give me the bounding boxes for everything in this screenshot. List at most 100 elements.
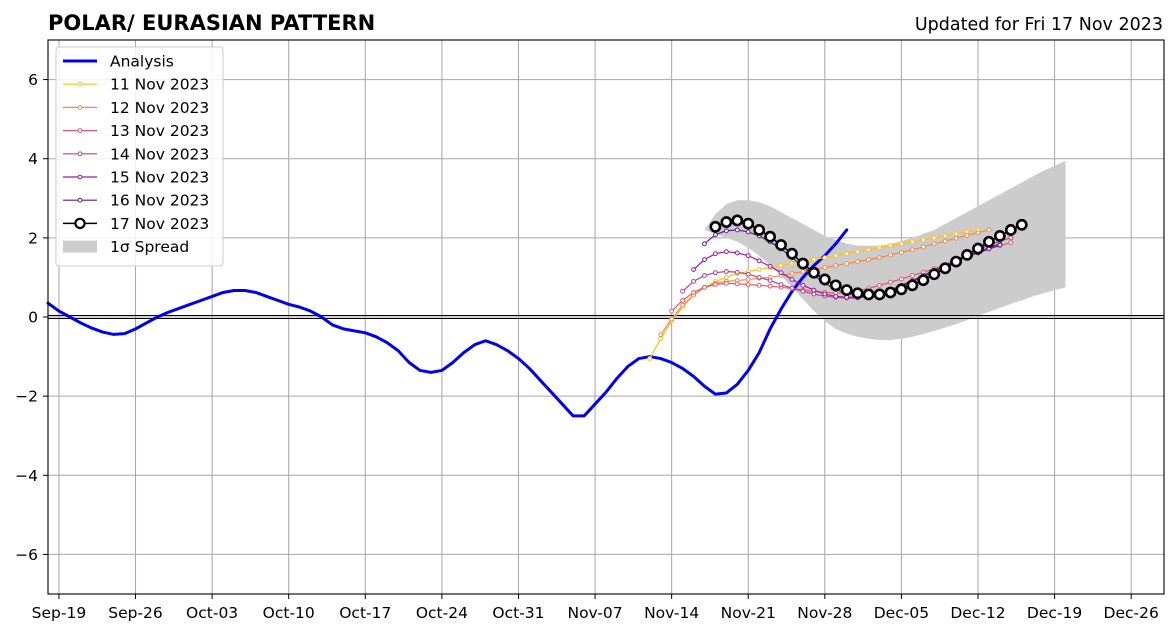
y-tick-label-0: −6 xyxy=(15,546,38,564)
forecast-point-12-nov-2023 xyxy=(909,247,915,253)
y-tick-label-2: −2 xyxy=(15,388,38,406)
forecast-point-12-nov-2023 xyxy=(822,265,828,270)
forecast-point-15-nov-2023 xyxy=(756,258,762,264)
forecast-point-17-nov-2023 xyxy=(917,274,930,287)
forecast-point-16-nov-2023 xyxy=(745,229,751,235)
x-tick-label-oct-10: Oct-10 xyxy=(263,604,315,622)
forecast-point-16-nov-2023 xyxy=(997,242,1003,248)
legend-swatch-marker-17-nov-2023 xyxy=(74,217,86,230)
forecast-point-14-nov-2023 xyxy=(1008,235,1014,241)
x-tick-label-sep-19: Sep-19 xyxy=(32,604,87,622)
forecast-point-17-nov-2023 xyxy=(786,247,798,260)
forecast-point-17-nov-2023 xyxy=(720,216,733,228)
forecast-point-12-nov-2023 xyxy=(888,252,893,258)
x-tick-label-nov-14: Nov-14 xyxy=(644,604,699,622)
forecast-point-13-nov-2023 xyxy=(1008,240,1014,246)
forecast-point-13-nov-2023 xyxy=(723,280,729,286)
x-tick-label-dec-05: Dec-05 xyxy=(874,604,929,622)
forecast-point-17-nov-2023 xyxy=(753,224,766,236)
forecast-point-12-nov-2023 xyxy=(986,227,992,233)
forecast-point-12-nov-2023 xyxy=(680,302,685,308)
forecast-point-15-nov-2023 xyxy=(745,253,751,259)
forecast-point-15-nov-2023 xyxy=(811,287,817,293)
forecast-point-17-nov-2023 xyxy=(939,262,952,275)
forecast-point-15-nov-2023 xyxy=(691,267,696,272)
legend-label-11-nov-2023: 11 Nov 2023 xyxy=(110,76,209,94)
forecast-point-12-nov-2023 xyxy=(953,235,959,241)
forecast-point-17-nov-2023 xyxy=(1015,218,1028,231)
chart-title: POLAR/ EURASIAN PATTERN xyxy=(48,11,375,35)
forecast-point-12-nov-2023 xyxy=(975,230,981,236)
forecast-point-14-nov-2023 xyxy=(745,271,751,277)
forecast-point-11-nov-2023 xyxy=(953,231,959,237)
forecast-point-14-nov-2023 xyxy=(680,288,685,294)
legend-swatch-marker-12-nov-2023 xyxy=(77,105,83,110)
forecast-point-12-nov-2023 xyxy=(669,316,675,322)
forecast-point-13-nov-2023 xyxy=(877,282,882,288)
forecast-point-11-nov-2023 xyxy=(723,275,729,280)
forecast-point-12-nov-2023 xyxy=(899,250,904,255)
forecast-point-15-nov-2023 xyxy=(833,294,839,299)
analysis-line xyxy=(46,228,849,418)
chart-subtitle: Updated for Fri 17 Nov 2023 xyxy=(915,15,1163,35)
forecast-point-12-nov-2023 xyxy=(789,271,795,276)
forecast-point-11-nov-2023 xyxy=(877,245,882,251)
forecast-point-13-nov-2023 xyxy=(702,284,707,290)
forecast-point-12-nov-2023 xyxy=(844,261,850,266)
y-tick-label-4: 2 xyxy=(28,229,38,247)
forecast-series-17-nov-2023 xyxy=(709,214,1028,301)
legend-label-14-nov-2023: 14 Nov 2023 xyxy=(110,145,209,163)
forecast-point-12-nov-2023 xyxy=(855,259,861,265)
forecast-point-11-nov-2023 xyxy=(844,251,850,257)
forecast-point-11-nov-2023 xyxy=(866,247,871,253)
forecast-point-13-nov-2023 xyxy=(680,297,685,303)
legend-label-1-spread: 1σ Spread xyxy=(110,238,189,256)
forecast-point-15-nov-2023 xyxy=(734,250,740,256)
spread-band xyxy=(704,160,1066,340)
legend-label-15-nov-2023: 15 Nov 2023 xyxy=(110,169,209,187)
forecast-point-16-nov-2023 xyxy=(734,227,740,233)
forecast-point-15-nov-2023 xyxy=(723,249,729,255)
y-tick-label-5: 4 xyxy=(28,150,38,168)
forecast-point-13-nov-2023 xyxy=(888,279,893,285)
x-tick-label-oct-24: Oct-24 xyxy=(416,604,468,622)
forecast-point-13-nov-2023 xyxy=(745,282,751,287)
forecast-point-11-nov-2023 xyxy=(789,261,795,266)
forecast-point-12-nov-2023 xyxy=(942,238,948,244)
x-tick-label-dec-26: Dec-26 xyxy=(1104,604,1159,622)
forecast-point-12-nov-2023 xyxy=(800,269,806,274)
forecast-point-12-nov-2023 xyxy=(877,255,882,261)
legend: Analysis 11 Nov 2023 12 Nov 2023 13 Nov 202… xyxy=(55,46,224,267)
forecast-point-17-nov-2023 xyxy=(797,257,809,270)
forecast-point-11-nov-2023 xyxy=(899,241,904,247)
forecast-point-14-nov-2023 xyxy=(691,278,696,284)
x-tick-label-dec-12: Dec-12 xyxy=(950,604,1005,622)
forecast-point-15-nov-2023 xyxy=(702,257,707,263)
legend-label-16-nov-2023: 16 Nov 2023 xyxy=(110,192,209,210)
legend-swatch-marker-13-nov-2023 xyxy=(77,128,83,134)
forecast-point-11-nov-2023 xyxy=(909,239,915,245)
forecast-point-11-nov-2023 xyxy=(822,255,828,261)
forecast-point-14-nov-2023 xyxy=(778,282,784,287)
y-tick-label-6: 6 xyxy=(28,71,38,89)
forecast-point-15-nov-2023 xyxy=(767,263,773,269)
forecast-point-17-nov-2023 xyxy=(709,220,722,233)
forecast-point-11-nov-2023 xyxy=(756,267,762,272)
forecast-point-11-nov-2023 xyxy=(647,356,653,361)
forecast-point-13-nov-2023 xyxy=(756,282,762,288)
forecast-point-14-nov-2023 xyxy=(767,278,773,283)
forecast-point-11-nov-2023 xyxy=(778,263,784,268)
x-tick-label-dec-19: Dec-19 xyxy=(1027,604,1082,622)
forecast-point-17-nov-2023 xyxy=(873,288,886,301)
forecast-point-13-nov-2023 xyxy=(767,283,773,289)
forecast-point-14-nov-2023 xyxy=(800,288,806,294)
zero-line-layer xyxy=(48,315,1164,319)
spread-band-layer xyxy=(704,160,1066,340)
forecast-point-17-nov-2023 xyxy=(764,230,777,243)
forecast-point-17-nov-2023 xyxy=(775,239,787,251)
x-tick-label-nov-21: Nov-21 xyxy=(721,604,776,622)
forecast-point-11-nov-2023 xyxy=(931,235,937,241)
forecast-point-17-nov-2023 xyxy=(807,266,820,279)
forecast-point-17-nov-2023 xyxy=(928,268,941,281)
forecast-point-15-nov-2023 xyxy=(822,291,828,297)
